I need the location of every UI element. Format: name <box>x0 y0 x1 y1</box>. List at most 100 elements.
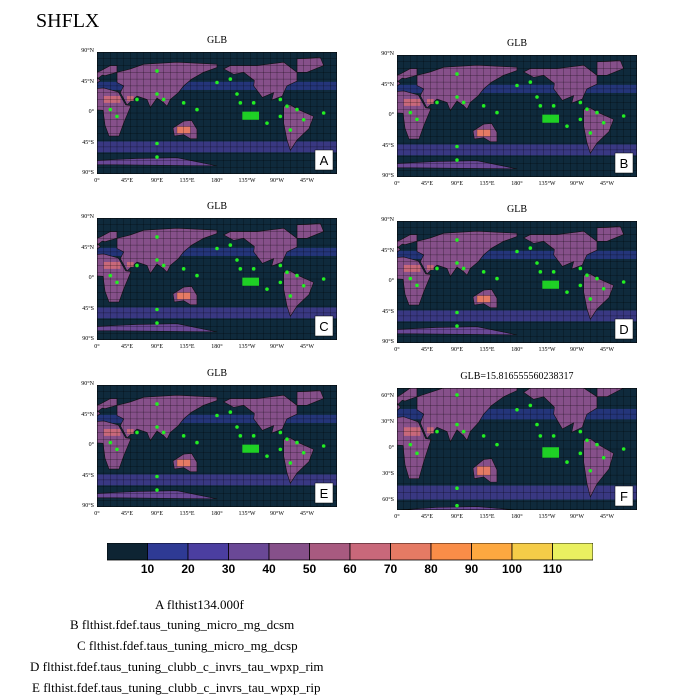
station-marker <box>415 451 419 456</box>
lat-tick-label: 0° <box>388 278 394 284</box>
continent-4 <box>523 230 598 270</box>
panel-letter: B <box>620 156 629 171</box>
colorbar-tick-label: 10 <box>140 562 155 576</box>
station-marker <box>228 410 233 414</box>
station-marker <box>528 246 533 250</box>
lon-tick-label: 45°E <box>120 511 134 517</box>
station-marker <box>215 80 219 85</box>
station-marker <box>551 270 556 274</box>
station-marker <box>285 437 289 442</box>
station-block <box>242 277 259 286</box>
station-marker <box>588 297 593 301</box>
colorbar-swatch <box>390 543 432 561</box>
station-marker <box>265 121 269 125</box>
station-marker <box>235 92 239 96</box>
colorbar <box>107 543 593 561</box>
station-marker <box>155 321 159 325</box>
station-marker <box>461 266 466 271</box>
panel-letter: A <box>320 153 329 168</box>
station-marker <box>585 438 589 443</box>
station-marker <box>455 503 459 508</box>
station-block <box>542 447 559 458</box>
lat-tick-label: 90°N <box>381 51 394 57</box>
station-marker <box>278 447 283 452</box>
lat-tick-label: 0° <box>88 442 94 448</box>
lon-tick-label: 180° <box>211 344 223 350</box>
panel-title-f: GLB=15.816555560238317 <box>460 371 574 382</box>
lon-tick-label: 135°W <box>238 344 256 350</box>
lon-tick-label: 45°E <box>120 344 134 350</box>
station-marker <box>238 267 243 271</box>
lon-tick-label: 45°W <box>299 511 315 517</box>
station-marker <box>578 451 583 456</box>
station-marker <box>601 286 606 291</box>
panel-title-e: GLB <box>207 368 227 379</box>
lon-tick-label: 135°E <box>179 178 195 184</box>
station-marker <box>461 100 466 105</box>
station-marker <box>251 434 256 438</box>
station-marker <box>495 110 499 115</box>
station-marker <box>251 267 256 271</box>
continent-4 <box>223 394 298 434</box>
continent-5 <box>283 437 315 484</box>
lat-tick-label: 0° <box>388 445 394 451</box>
station-marker <box>578 100 583 105</box>
colorbar-swatch <box>552 543 593 561</box>
panel-title-c: GLB <box>207 201 227 212</box>
lon-tick-label: 180° <box>211 511 223 517</box>
panel-letter: D <box>619 322 628 337</box>
panel-letter-box <box>314 149 334 171</box>
station-marker <box>535 261 539 265</box>
lon-tick-label: 0° <box>94 344 100 350</box>
station-marker <box>515 249 519 254</box>
station-marker <box>455 261 459 265</box>
station-marker <box>321 111 326 115</box>
lat-tick-label: 45°S <box>82 305 94 312</box>
station-marker <box>408 276 413 281</box>
colorbar-tick-label: 80 <box>424 562 438 576</box>
lon-tick-label: 45°E <box>120 178 134 184</box>
station-marker <box>455 310 459 315</box>
lon-tick-label: 90°W <box>269 511 285 517</box>
lat-tick-label: 45°N <box>381 247 394 254</box>
station-marker <box>295 440 299 445</box>
station-marker <box>481 434 486 438</box>
lat-tick-label: 90°N <box>81 48 94 54</box>
colorbar-swatch <box>349 543 391 561</box>
station-block <box>542 114 559 123</box>
colorbar-tick-label: 100 <box>501 562 523 576</box>
lat-tick-label: 0° <box>88 109 94 115</box>
continent-4 <box>523 388 598 433</box>
lat-tick-label: 45°N <box>381 81 394 88</box>
lon-tick-label: 45°W <box>299 344 315 350</box>
station-marker <box>115 447 119 452</box>
station-marker <box>238 434 243 438</box>
station-marker <box>538 434 543 438</box>
station-marker <box>408 110 413 115</box>
station-marker <box>565 290 569 294</box>
station-marker <box>155 488 159 492</box>
station-marker <box>565 460 569 464</box>
map-panel-b: B <box>397 55 637 177</box>
station-marker <box>161 263 166 268</box>
station-marker <box>578 429 583 434</box>
station-marker <box>115 280 119 285</box>
station-marker <box>515 83 519 88</box>
station-marker <box>551 434 556 438</box>
station-marker <box>565 124 569 128</box>
lon-tick-label: 45°W <box>599 347 615 353</box>
lat-tick-label: 30°S <box>382 471 394 478</box>
station-marker <box>435 100 439 105</box>
lon-tick-label: 90°E <box>450 347 464 353</box>
lat-tick-label: 90°N <box>81 381 94 387</box>
station-marker <box>455 72 459 76</box>
legend-line-b: B flthist.fdef.taus_tuning_micro_mg_dcsm <box>70 617 295 632</box>
lat-tick-label: 0° <box>88 275 94 281</box>
station-marker <box>278 97 283 102</box>
station-marker <box>588 468 593 473</box>
panel-title-a: GLB <box>207 35 227 46</box>
lon-tick-label: 135°W <box>238 178 256 184</box>
colorbar-swatch <box>309 543 351 561</box>
lat-tick-label: 60°S <box>382 497 394 504</box>
station-marker <box>195 273 199 278</box>
